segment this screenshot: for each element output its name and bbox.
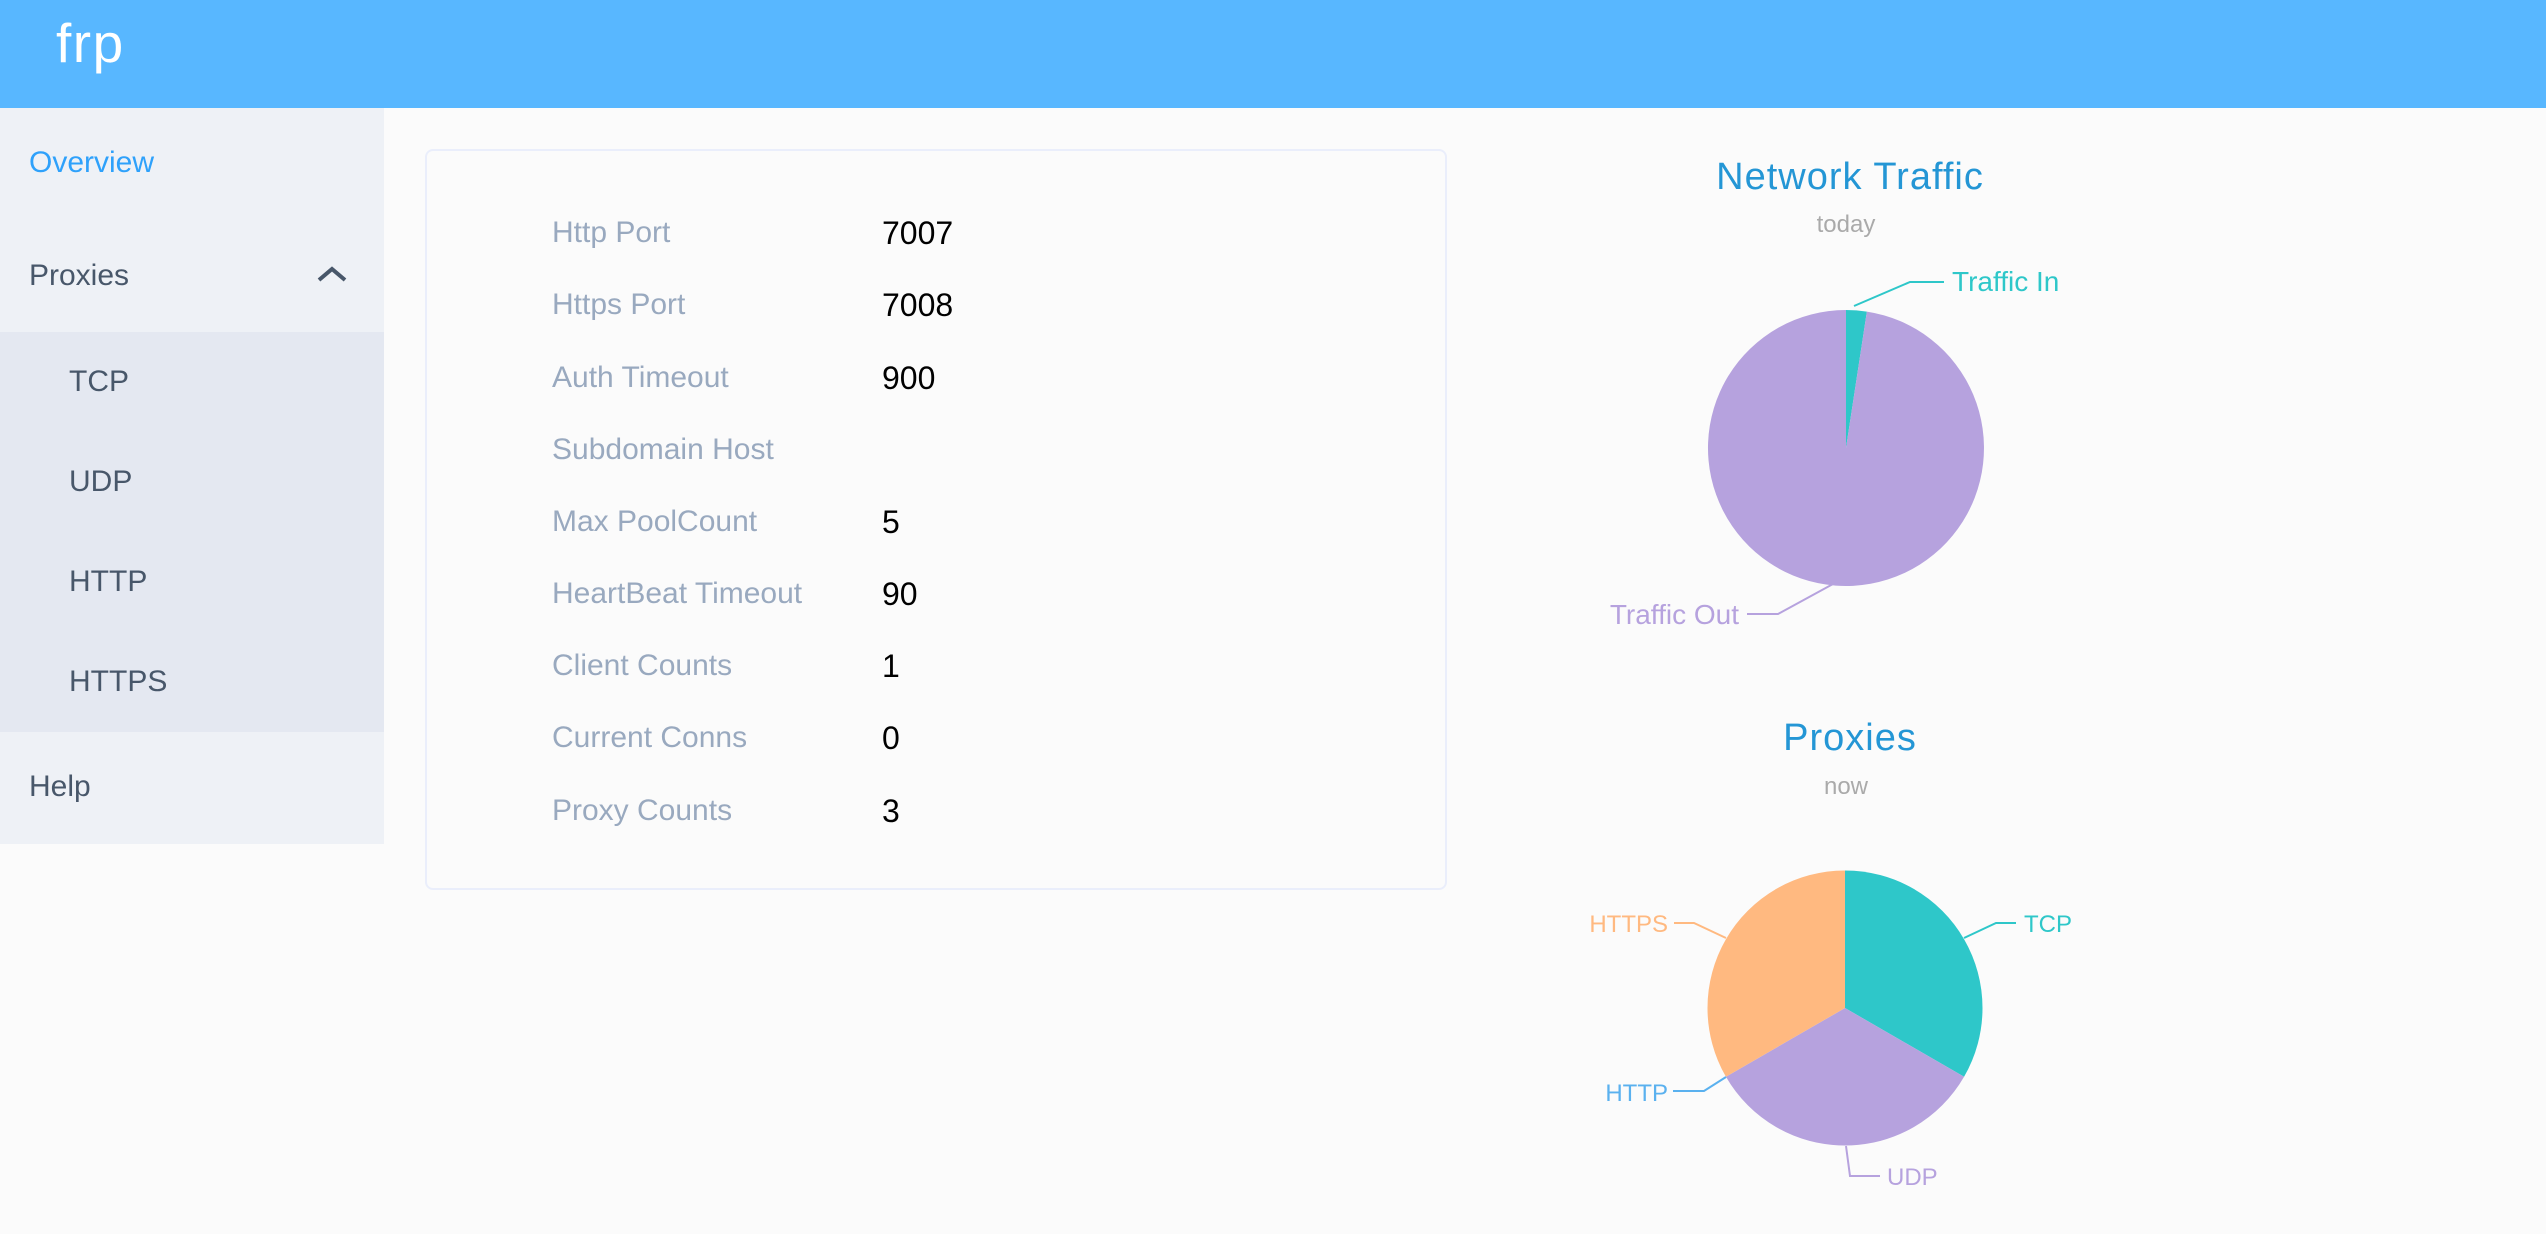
svg-text:UDP: UDP: [1887, 1164, 1938, 1191]
svg-text:HTTP: HTTP: [1605, 1080, 1668, 1107]
svg-text:TCP: TCP: [2024, 911, 2072, 938]
svg-text:Traffic Out: Traffic Out: [1610, 599, 1739, 630]
svg-text:HTTPS: HTTPS: [1589, 911, 1668, 938]
svg-text:Traffic In: Traffic In: [1952, 266, 2059, 297]
